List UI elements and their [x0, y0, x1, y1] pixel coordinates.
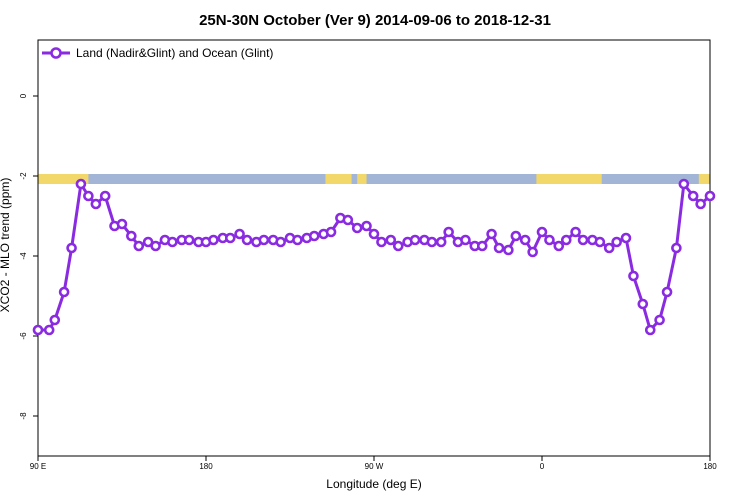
data-point: [351, 222, 363, 234]
data-point: [116, 218, 128, 230]
data-point: [167, 236, 178, 248]
data-point: [208, 234, 219, 246]
data-point: [510, 230, 522, 242]
y-axis: 0 -2 -4 -6 -8: [19, 93, 38, 420]
data-point: [150, 240, 161, 252]
data-point: [224, 232, 236, 244]
data-point: [43, 324, 55, 336]
data-point: [594, 236, 606, 248]
data-point: [687, 190, 699, 202]
legend: Land (Nadir&Glint) and Ocean (Glint): [42, 46, 273, 60]
y-tick-label: -2: [19, 172, 28, 180]
data-point: [392, 240, 404, 252]
data-point: [527, 246, 538, 258]
land-segment: [698, 174, 710, 184]
data-point: [476, 240, 488, 252]
data-point: [443, 226, 454, 238]
data-point: [654, 314, 665, 326]
data-point: [560, 234, 572, 246]
data-point: [99, 190, 111, 202]
data-point: [704, 190, 716, 202]
data-point: [519, 234, 531, 246]
data-point: [503, 244, 514, 256]
data-point: [58, 286, 70, 298]
data-point: [486, 228, 497, 240]
data-point: [49, 314, 61, 326]
y-tick-label: -4: [19, 252, 28, 260]
data-point: [553, 240, 565, 252]
x-tick-label: 0: [540, 462, 545, 471]
data-point: [644, 324, 656, 336]
data-point: [126, 230, 137, 242]
y-tick-label: -6: [19, 332, 28, 340]
x-axis: 90 E 180 90 W 0 180: [30, 456, 717, 471]
land-ocean-band: [38, 174, 710, 184]
data-point: [32, 324, 44, 336]
data-point: [628, 270, 639, 282]
land-segment: [357, 174, 367, 184]
data-point: [603, 242, 615, 254]
x-axis-label: Longitude (deg E): [326, 477, 421, 491]
legend-label: Land (Nadir&Glint) and Ocean (Glint): [76, 46, 273, 60]
data-point: [183, 234, 195, 246]
chart-title: 25N-30N October (Ver 9) 2014-09-06 to 20…: [199, 12, 551, 29]
data-point: [493, 242, 505, 254]
data-point: [460, 234, 471, 246]
data-point: [385, 234, 397, 246]
y-tick-label: 0: [19, 93, 28, 98]
data-point: [671, 242, 682, 254]
data-point: [435, 236, 447, 248]
data-point: [75, 178, 87, 190]
data-point: [376, 236, 387, 248]
data-point: [361, 220, 372, 232]
y-axis-label: XCO2 - MLO trend (ppm): [0, 178, 12, 313]
data-point: [426, 236, 438, 248]
x-tick-label: 180: [703, 462, 717, 471]
data-point: [275, 236, 286, 248]
data-point: [342, 214, 354, 226]
land-segment: [38, 174, 89, 184]
data-point: [368, 228, 380, 240]
data-point: [258, 234, 270, 246]
data-point: [544, 234, 555, 246]
legend-marker: [50, 47, 62, 59]
data-point: [611, 236, 622, 248]
data-point: [577, 234, 589, 246]
data-point: [620, 232, 632, 244]
data-point: [695, 198, 706, 210]
x-tick-label: 90 E: [30, 462, 46, 471]
data-point: [83, 190, 94, 202]
land-segment: [325, 174, 352, 184]
x-tick-label: 180: [199, 462, 213, 471]
data-point: [661, 286, 673, 298]
series-line: [38, 182, 711, 332]
data-point: [570, 226, 581, 238]
ocean-band: [38, 174, 710, 184]
data-point: [536, 226, 548, 238]
land-segment: [536, 174, 602, 184]
data-point: [637, 298, 649, 310]
x-tick-label: 90 W: [365, 462, 384, 471]
y-tick-label: -8: [19, 412, 28, 420]
data-point: [409, 234, 421, 246]
series-layer: [32, 178, 716, 336]
data-point: [325, 226, 337, 238]
data-point: [678, 178, 690, 190]
data-point: [292, 234, 303, 246]
data-point: [90, 198, 102, 210]
data-point: [66, 242, 77, 254]
data-point: [308, 230, 320, 242]
data-point: [241, 234, 253, 246]
data-point: [133, 240, 145, 252]
data-point: [234, 228, 245, 240]
